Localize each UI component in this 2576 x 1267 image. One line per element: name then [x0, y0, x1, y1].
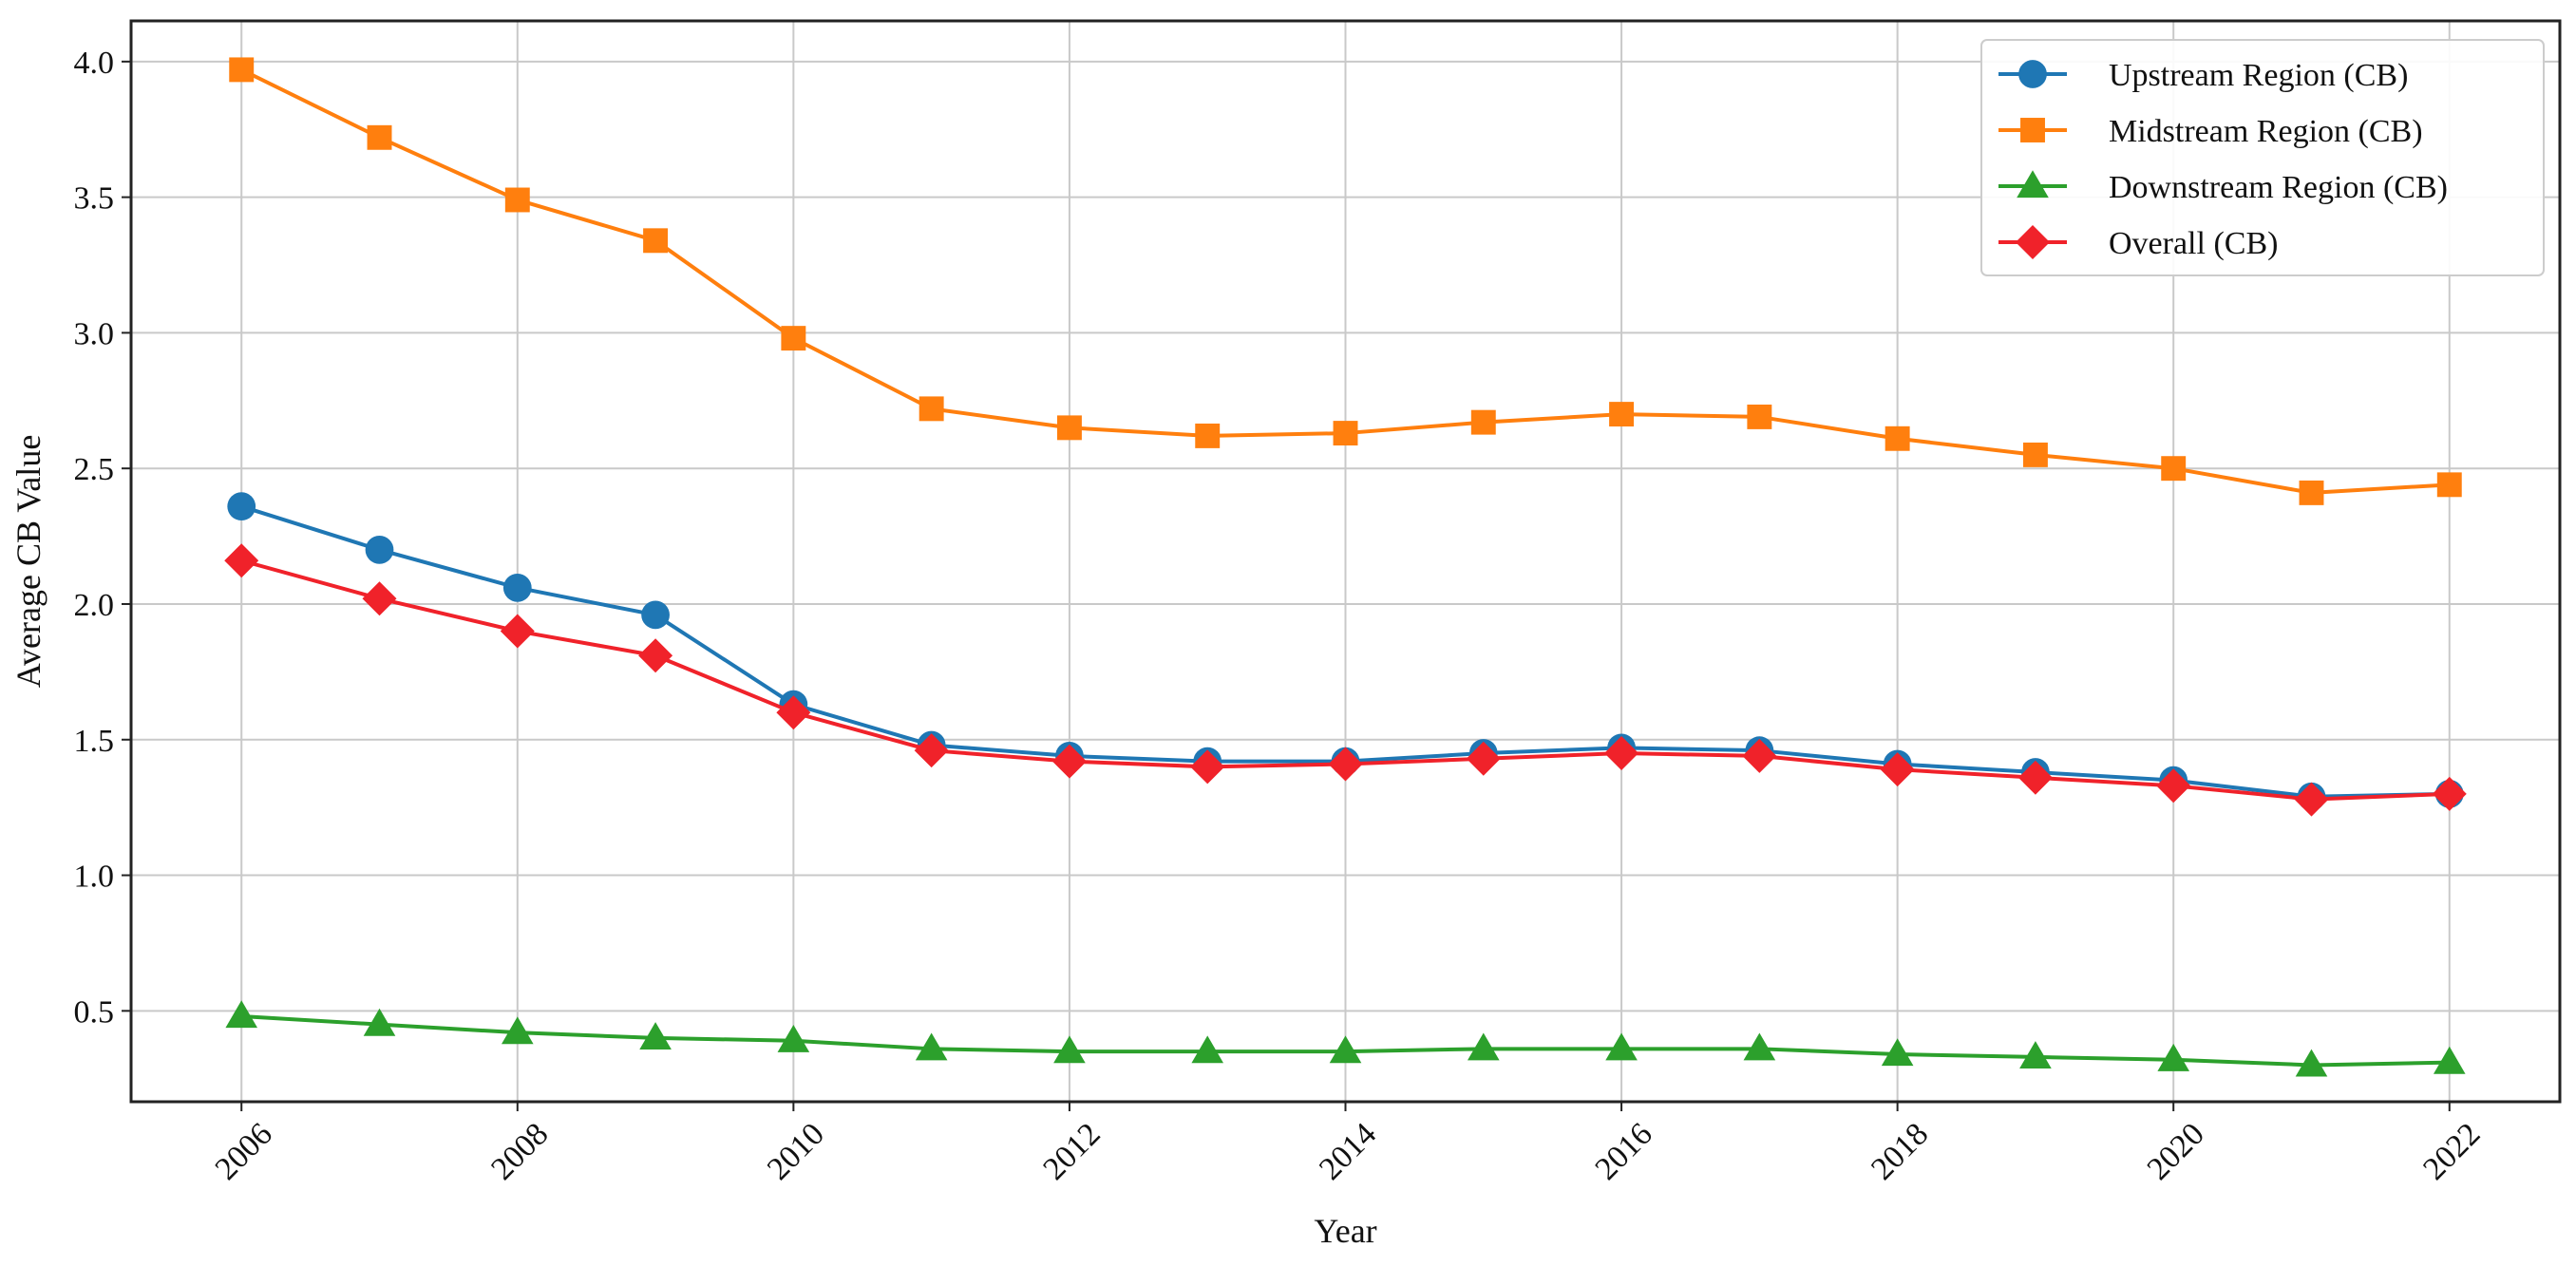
series-4-point — [500, 614, 535, 649]
y-tick-label: 4.0 — [74, 46, 115, 81]
series-2-point — [2299, 480, 2324, 505]
legend-label: Overall (CB) — [2109, 226, 2278, 261]
grid-lines — [131, 21, 2560, 1102]
series-3-point — [1743, 1032, 1776, 1061]
y-tick-label: 0.5 — [74, 994, 115, 1030]
series-4 — [224, 543, 2467, 817]
series-4-point — [776, 695, 811, 730]
plot-series — [224, 57, 2467, 1077]
series-4-point — [362, 581, 397, 616]
legend: Upstream Region (CB) Midstream Region (CB… — [1980, 39, 2545, 276]
y-tick-label: 2.0 — [74, 588, 115, 623]
series-3-point — [1881, 1038, 1914, 1067]
legend-swatch-marker — [2018, 60, 2047, 88]
y-tick-label: 3.0 — [74, 316, 115, 351]
series-2-point — [2161, 456, 2187, 482]
series-3-point — [2433, 1046, 2466, 1074]
series-4-point — [2017, 760, 2053, 795]
series-4-point — [1466, 741, 1501, 776]
series-1-point — [502, 573, 532, 602]
legend-entry: Upstream Region (CB) — [1998, 58, 2408, 93]
series-2-point — [919, 396, 944, 422]
series-4-point — [1880, 752, 1915, 787]
series-4-point — [224, 543, 259, 578]
series-3-point — [225, 1000, 258, 1029]
legend-label: Downstream Region (CB) — [2109, 170, 2448, 205]
series-3-point — [2157, 1043, 2190, 1071]
y-axis-label: Average CB Value — [9, 435, 47, 689]
series-2-point — [781, 326, 806, 351]
legend-swatch-marker — [2016, 225, 2050, 259]
series-2-point — [1470, 409, 1496, 435]
series-2-point — [1609, 402, 1635, 427]
x-axis-label: Year — [1314, 1212, 1376, 1250]
series-3-point — [777, 1024, 810, 1052]
series-2-point — [2022, 442, 2048, 467]
series-3-point — [2295, 1049, 2328, 1077]
series-2-point — [504, 187, 530, 213]
legend-entry: Overall (CB) — [1998, 225, 2278, 261]
series-3-point — [2019, 1041, 2052, 1068]
legend-box — [1980, 39, 2545, 276]
series-2-point — [1747, 404, 1772, 429]
series-2-point — [643, 228, 669, 254]
series-4-point — [2432, 776, 2467, 811]
legend-entry: Downstream Region (CB) — [1998, 170, 2448, 205]
series-2-point — [2436, 472, 2462, 498]
legend-swatch-marker — [2017, 170, 2049, 199]
series-2-point — [1056, 415, 1082, 441]
series-3 — [225, 1000, 2466, 1077]
legend-swatch-marker — [2020, 118, 2045, 142]
series-2-point — [1333, 421, 1358, 446]
legend-entry: Midstream Region (CB) — [1998, 114, 2423, 149]
series-1-point — [365, 535, 394, 564]
series-4-point — [1328, 747, 1363, 782]
series-4-point — [1190, 749, 1225, 785]
series-2-point — [1885, 425, 1910, 451]
legend-label: Midstream Region (CB) — [2109, 114, 2423, 149]
series-2-point — [229, 57, 255, 83]
series-1-point — [227, 492, 256, 521]
series-3-point — [639, 1022, 672, 1050]
series-3-point — [915, 1032, 948, 1061]
series-2-point — [1195, 423, 1221, 448]
y-tick-label: 3.5 — [74, 181, 115, 217]
series-2-point — [367, 124, 392, 150]
series-2 — [229, 57, 2462, 505]
series-4-point — [1742, 738, 1777, 773]
series-3-point — [363, 1008, 396, 1036]
series-1-point — [641, 600, 670, 630]
series-3-point — [1605, 1032, 1638, 1061]
legend-label: Upstream Region (CB) — [2109, 58, 2408, 93]
y-tick-label: 2.5 — [74, 452, 115, 487]
series-4-point — [2294, 782, 2329, 817]
series-4-point — [914, 733, 949, 768]
series-4-point — [638, 638, 673, 673]
series-3-point — [1053, 1035, 1086, 1064]
series-3-point — [1329, 1035, 1362, 1064]
series-4-point — [2156, 768, 2191, 804]
series-3-point — [1467, 1032, 1500, 1061]
series-4-point — [1604, 736, 1639, 771]
series-3-point — [1191, 1035, 1224, 1064]
y-tick-label: 1.5 — [74, 724, 115, 759]
y-tick-label: 1.0 — [74, 860, 115, 895]
series-3-point — [501, 1016, 534, 1045]
series-4-point — [1051, 744, 1087, 779]
